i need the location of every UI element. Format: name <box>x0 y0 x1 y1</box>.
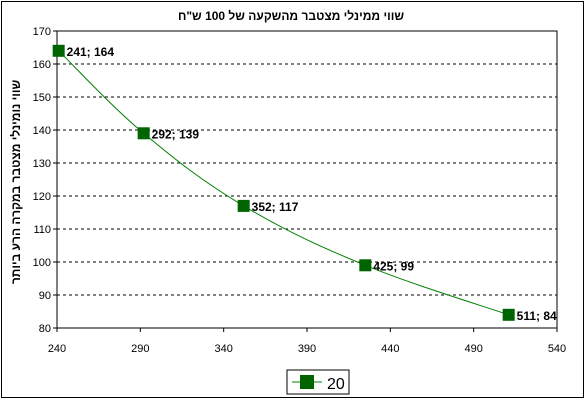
data-point <box>137 127 150 140</box>
y-tick-label: 150 <box>33 92 51 104</box>
data-point <box>502 308 515 321</box>
data-label-layer: 241; 164 292; 139 352; 117 425; 99 511; 84 <box>67 45 557 323</box>
data-label: 352; 117 <box>252 200 299 214</box>
y-tick-label: 130 <box>33 158 51 170</box>
y-tick-label: 90 <box>39 290 51 302</box>
y-tick-label: 80 <box>39 323 51 335</box>
legend: 20 <box>286 369 350 395</box>
y-tick-label: 160 <box>33 59 51 71</box>
data-label: 241; 164 <box>67 45 115 59</box>
plot-area <box>56 30 558 329</box>
y-tick-label: 170 <box>33 26 51 38</box>
y-tick-label: 110 <box>33 224 51 236</box>
x-tick-label: 240 <box>48 343 66 355</box>
y-tick-layer: 80 90 100 110 120 130 140 150 160 170 <box>33 26 57 335</box>
x-tick-label: 390 <box>298 343 316 355</box>
y-tick-label: 140 <box>33 125 51 137</box>
legend-marker <box>300 375 314 389</box>
grid-layer <box>57 63 557 296</box>
chart-title: שווי ממינלי מצטבר מהשקעה של 100 ש"ח <box>178 9 404 23</box>
y-axis-label: שווי נומינלי מצטבר במקרה הרע ביותר <box>9 80 23 285</box>
x-tick-label: 540 <box>548 343 566 355</box>
x-tick-label: 490 <box>464 343 482 355</box>
data-label: 425; 99 <box>373 259 414 273</box>
legend-label: 20 <box>327 376 345 393</box>
series-layer <box>52 44 515 321</box>
x-tick-label: 340 <box>214 343 232 355</box>
data-point <box>359 259 372 272</box>
data-point <box>52 44 65 57</box>
x-tick-label: 290 <box>131 343 149 355</box>
x-tick-layer: 240 290 340 390 440 490 540 <box>48 328 566 355</box>
data-point <box>237 199 250 212</box>
data-label: 292; 139 <box>152 127 200 141</box>
y-tick-label: 120 <box>33 191 51 203</box>
x-tick-label: 440 <box>381 343 399 355</box>
y-tick-label: 100 <box>33 257 51 269</box>
data-label: 511; 84 <box>517 309 557 323</box>
